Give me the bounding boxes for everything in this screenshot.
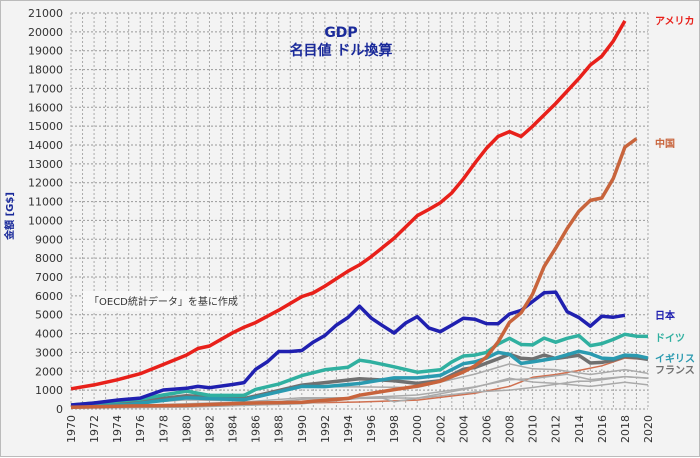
y-tick-label: 12000	[28, 177, 63, 190]
x-tick-label: 1972	[88, 415, 101, 443]
y-tick-label: 6000	[35, 290, 63, 303]
source-annotation: 「OECD統計データ」を基に作成	[89, 295, 238, 308]
y-tick-label: 21000	[28, 7, 63, 20]
x-tick-label: 2002	[434, 415, 447, 443]
y-axis-label: 金額 [G$]	[3, 192, 16, 241]
y-tick-label: 13000	[28, 158, 63, 171]
y-tick-label: 4000	[35, 328, 63, 341]
x-tick-label: 1982	[203, 415, 216, 443]
x-tick-label: 1970	[65, 415, 78, 443]
x-tick-label: 2018	[619, 415, 632, 443]
y-tick-label: 18000	[28, 64, 63, 77]
y-tick-label: 5000	[35, 309, 63, 322]
chart-subtitle: 名目値 ドル換算	[290, 42, 393, 59]
x-tick-label: 1980	[180, 415, 193, 443]
y-tick-label: 10000	[28, 214, 63, 227]
x-tick-label: 2006	[480, 415, 493, 443]
series-line-1	[70, 137, 638, 410]
y-tick-label: 20000	[28, 26, 63, 39]
x-tick-label: 2012	[550, 415, 563, 443]
x-tick-label: 2000	[411, 415, 424, 443]
y-tick-label: 0	[56, 403, 63, 416]
y-tick-label: 2000	[35, 365, 63, 378]
y-tick-label: 9000	[35, 233, 63, 246]
x-tick-label: 1976	[134, 415, 147, 443]
x-tick-label: 1984	[227, 415, 240, 443]
y-tick-label: 1000	[35, 384, 63, 397]
x-tick-label: 2016	[596, 415, 609, 443]
series-label: 中国	[655, 137, 675, 150]
x-tick-label: 1990	[296, 415, 309, 443]
x-tick-label: 2008	[504, 415, 517, 443]
x-tick-label: 1996	[365, 415, 378, 443]
y-tick-label: 14000	[28, 139, 63, 152]
x-tick-label: 1998	[388, 415, 401, 443]
series-label: フランス	[655, 364, 695, 376]
y-tick-label: 19000	[28, 45, 63, 58]
x-tick-label: 1992	[319, 415, 332, 443]
series-line-2	[70, 290, 626, 407]
x-tick-label: 2010	[527, 415, 540, 443]
x-tick-label: 1994	[342, 415, 355, 443]
x-tick-label: 1974	[111, 415, 124, 443]
y-tick-label: 16000	[28, 101, 63, 114]
x-tick-label: 2014	[573, 415, 586, 443]
x-tick-label: 2020	[642, 415, 655, 443]
series-label: アメリカ	[655, 16, 695, 28]
x-tick-label: 1978	[157, 415, 170, 443]
x-tick-label: 2004	[457, 415, 470, 443]
y-tick-label: 8000	[35, 252, 63, 265]
y-tick-label: 15000	[28, 120, 63, 133]
y-tick-label: 7000	[35, 271, 63, 284]
x-tick-label: 1986	[250, 415, 263, 443]
y-tick-label: 3000	[35, 346, 63, 359]
x-tick-label: 1988	[273, 415, 286, 443]
series-label: ドイツ	[655, 332, 685, 344]
y-tick-label: 11000	[28, 196, 63, 209]
series-label: 日本	[655, 309, 676, 322]
chart-title: GDP	[324, 25, 357, 41]
series-line-0	[70, 20, 627, 391]
series-line-3	[70, 332, 649, 407]
y-tick-label: 17000	[28, 82, 63, 95]
series-label: イギリス	[655, 352, 695, 365]
